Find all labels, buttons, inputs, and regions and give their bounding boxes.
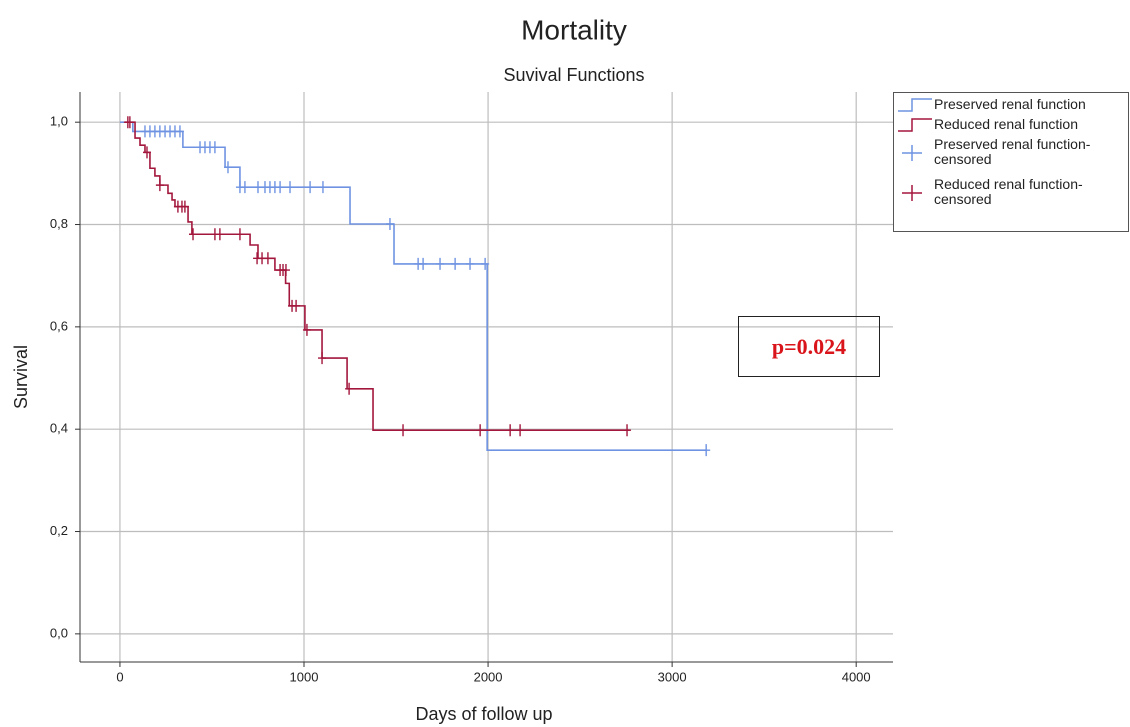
censor-mark [125, 116, 134, 129]
x-tick-label: 1000 [290, 669, 319, 684]
censor-mark [481, 257, 490, 270]
x-tick-label: 3000 [658, 669, 687, 684]
censor-mark [142, 146, 151, 159]
chart-title: Mortality [521, 14, 627, 45]
censor-mark [281, 264, 290, 277]
censor-mark [189, 228, 198, 241]
censor-mark [210, 141, 219, 154]
x-tick-label: 4000 [842, 669, 871, 684]
censor-mark [516, 424, 525, 437]
censor-mark [702, 444, 711, 457]
censor-mark [223, 161, 232, 174]
censor-mark [385, 218, 394, 231]
legend-label: Preserved renal function [934, 96, 1086, 112]
censor-mark [306, 181, 315, 194]
chart-subtitle: Suvival Functions [503, 65, 644, 85]
censor-mark [476, 424, 485, 437]
censor-mark [215, 228, 224, 241]
legend-label: Preserved renal function-censored [934, 136, 1091, 167]
legend-symbol [902, 185, 922, 201]
censor-mark [451, 257, 460, 270]
x-tick-label: 2000 [474, 669, 503, 684]
survival-curve [124, 121, 630, 432]
legend-symbol [898, 118, 932, 132]
censor-mark [466, 257, 475, 270]
survival-curve [119, 121, 707, 451]
censor-mark [436, 257, 445, 270]
censor-mark [506, 424, 515, 437]
censor-mark [286, 181, 295, 194]
y-tick-label: 0,2 [50, 523, 68, 538]
censor-mark [263, 252, 272, 265]
legend-icon [898, 98, 932, 112]
y-tick-label: 0,8 [50, 216, 68, 231]
legend-icon [902, 185, 922, 201]
y-axis-label: Survival [11, 345, 31, 409]
censor-mark [419, 257, 428, 270]
censor-mark [302, 323, 311, 336]
x-axis-label: Days of follow up [415, 704, 552, 724]
censor-mark [253, 181, 262, 194]
censor-mark [623, 424, 632, 437]
censor-mark [399, 424, 408, 437]
y-tick-label: 0,4 [50, 421, 68, 436]
censor-mark [318, 352, 327, 365]
censor-mark [276, 181, 285, 194]
legend: Preserved renal function Reduced renal fu… [893, 92, 1129, 232]
legend-label: Reduced renal function-censored [934, 176, 1083, 207]
annotation: p=0.024 [738, 316, 880, 377]
legend-icon [898, 118, 932, 132]
censor-mark [345, 382, 354, 395]
censor-mark [240, 181, 249, 194]
y-tick-label: 1,0 [50, 114, 68, 129]
legend-symbol [898, 98, 932, 112]
censor-mark [292, 299, 301, 312]
x-tick-label: 0 [116, 669, 123, 684]
legend-symbol [902, 145, 922, 161]
censor-mark [180, 200, 189, 213]
legend-label: Reduced renal function [934, 116, 1078, 132]
censor-mark [155, 179, 164, 192]
y-tick-label: 0,6 [50, 318, 68, 333]
y-tick-label: 0,0 [50, 625, 68, 640]
censor-mark [318, 181, 327, 194]
censor-mark [175, 125, 184, 138]
censor-mark [235, 228, 244, 241]
legend-icon [902, 145, 922, 161]
